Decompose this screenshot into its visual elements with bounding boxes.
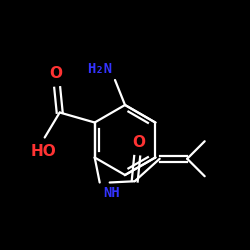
Text: NH: NH xyxy=(104,186,120,200)
Text: HO: HO xyxy=(30,144,56,159)
Text: H₂N: H₂N xyxy=(88,62,112,76)
Text: O: O xyxy=(50,66,62,81)
Text: O: O xyxy=(132,135,145,150)
